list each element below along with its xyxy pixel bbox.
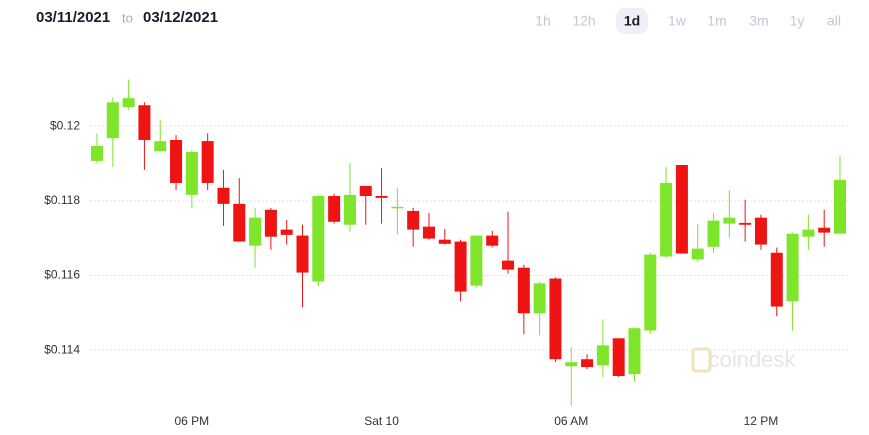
candle-body (517, 267, 530, 314)
candle-body (754, 217, 767, 245)
candle-body (770, 252, 783, 307)
x-tick-label: 06 PM (175, 414, 210, 428)
candle-body (596, 345, 609, 366)
x-tick-label: 06 AM (554, 414, 588, 428)
watermark: coindesk (709, 347, 797, 372)
candle-body (391, 206, 404, 209)
candle-body (786, 233, 799, 302)
candle-body (502, 260, 515, 270)
candle-body (739, 222, 752, 225)
y-tick-label: $0.118 (44, 193, 80, 207)
candle-body (280, 229, 293, 235)
candle-body (660, 182, 673, 257)
watermark-logo (691, 347, 712, 373)
candle-body (343, 194, 356, 225)
candle-body (122, 98, 135, 108)
candle-body (106, 102, 119, 139)
candle-body (138, 105, 151, 140)
range-button[interactable]: all (827, 13, 841, 29)
date-separator: to (122, 10, 133, 25)
y-tick-label: $0.114 (44, 342, 80, 356)
range-button[interactable]: 1y (790, 13, 805, 29)
candle-body (549, 278, 562, 360)
candle-body (612, 338, 625, 377)
candle-body (818, 227, 831, 233)
candle-body (675, 165, 688, 254)
range-button[interactable]: 1m (707, 13, 726, 29)
candle-body (422, 226, 435, 239)
candle-body (470, 235, 483, 286)
candle-body (170, 139, 183, 183)
candle-body (264, 209, 277, 237)
candle-body (91, 145, 103, 161)
range-selected-bg (616, 8, 648, 34)
candle-body (454, 241, 467, 292)
date-from[interactable]: 03/11/2021 (36, 9, 110, 26)
candle-body (644, 254, 657, 331)
date-to[interactable]: 03/12/2021 (143, 9, 218, 26)
candle-body (802, 229, 815, 237)
candle-body (217, 187, 230, 204)
candle-body (565, 362, 578, 367)
candle-body (185, 151, 198, 195)
range-button[interactable]: 3m (749, 13, 768, 29)
range-button[interactable]: 12h (572, 13, 595, 29)
candle-body (581, 359, 594, 368)
candle-body (296, 235, 309, 273)
x-tick-label: Sat 10 (364, 414, 399, 428)
candle-body (723, 217, 736, 224)
range-button[interactable]: 1d (624, 13, 640, 29)
candle-body (834, 179, 846, 234)
y-tick-label: $0.116 (44, 268, 80, 282)
candle-body (438, 239, 451, 244)
candle-body (312, 196, 325, 282)
candle-body (249, 217, 262, 246)
candle-body (375, 196, 388, 198)
candle-body (328, 196, 341, 222)
candle-body (533, 283, 546, 314)
candle-body (486, 235, 499, 246)
x-tick-label: 12 PM (744, 414, 779, 428)
candle-body (707, 220, 720, 247)
y-tick-label: $0.12 (50, 118, 80, 132)
candle-body (691, 248, 704, 260)
candle-body (154, 141, 167, 152)
candle-body (407, 210, 420, 230)
range-button[interactable]: 1w (668, 13, 687, 29)
candle-body (201, 141, 214, 183)
candle-body (628, 328, 641, 375)
range-button[interactable]: 1h (535, 13, 551, 29)
candle-body (359, 185, 372, 197)
candle-body (233, 203, 246, 242)
